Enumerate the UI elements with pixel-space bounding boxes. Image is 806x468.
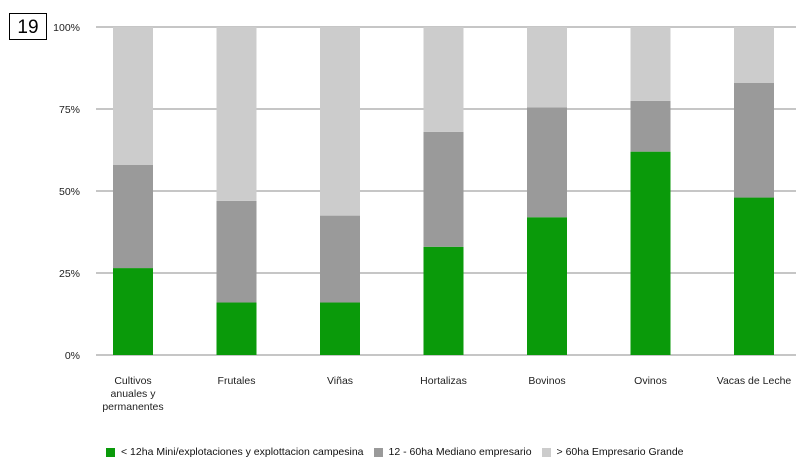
y-tick-label: 100% [53,22,80,34]
x-tick-label: Hortalizas [420,375,467,387]
bar-segment [527,217,567,355]
x-tick-label: Cultivos anuales y permanentes [102,375,163,413]
x-tick-label: Ovinos [634,375,667,387]
y-tick-label: 50% [59,186,80,198]
bar-segment [320,27,360,216]
chart-legend: < 12ha Mini/explotaciones y explottacion… [106,445,694,459]
legend-swatch [373,447,383,457]
legend-item: 12 - 60ha Mediano empresario [373,446,532,458]
bar-segment [113,164,153,269]
bar-segment [734,27,774,83]
legend-item: < 12ha Mini/explotaciones y explottacion… [106,446,364,458]
bar-segment [527,107,567,218]
legend-item: > 60ha Empresario Grande [541,446,684,458]
page-number: 19 [9,13,47,40]
bar-segment [423,27,464,132]
legend-swatch [106,447,115,457]
y-tick-label: 75% [59,104,80,116]
bar-segment [216,200,257,303]
bar-segment [320,302,360,355]
x-tick-label: Viñas [327,375,353,387]
bar-segment [423,246,464,355]
bar-segment [630,27,671,101]
bar-segment [630,151,671,355]
x-tick-label: Bovinos [528,375,565,387]
legend-label: 12 - 60ha Mediano empresario [388,446,532,458]
bar-segment [113,27,153,165]
x-tick-label: Frutales [218,375,256,387]
bar-segment [734,82,774,198]
x-tick-label: Vacas de Leche [717,375,792,387]
legend-swatch [541,447,551,457]
legend-label: > 60ha Empresario Grande [556,446,684,458]
bar-segment [630,100,671,152]
y-tick-label: 25% [59,268,80,280]
bar-segment [216,302,257,355]
bar-segment [734,197,774,355]
bar-segment [423,131,464,247]
y-tick-label: 0% [65,350,80,362]
bar-segment [216,27,257,201]
bar-segment [113,268,153,355]
bar-segment [320,215,360,303]
legend-label: < 12ha Mini/explotaciones y explottacion… [121,446,364,458]
bar-segment [527,27,567,108]
